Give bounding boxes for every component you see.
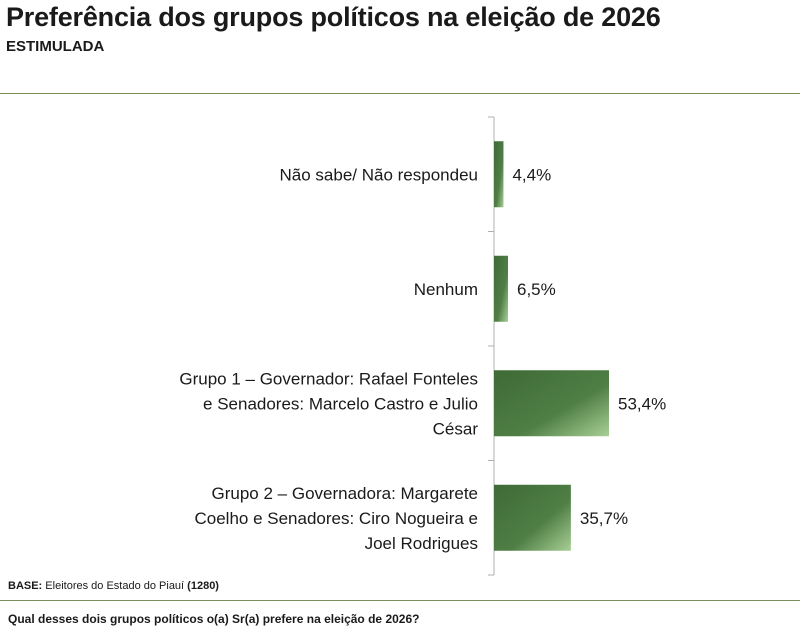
bar-3: [494, 370, 609, 437]
category-label-4-line-1: Grupo 2 – Governadora: Margarete: [212, 484, 478, 503]
header-divider: [0, 93, 800, 94]
base-note: BASE: Eleitores do Estado do Piauí (1280…: [8, 580, 219, 592]
bar-2: [494, 255, 508, 322]
chart-subtitle: ESTIMULADA: [6, 38, 105, 55]
category-label-1-line-1: Não sabe/ Não respondeu: [280, 165, 478, 184]
category-label-3-line-1: Grupo 1 – Governador: Rafael Fonteles: [179, 369, 478, 388]
survey-question: Qual desses dois grupos políticos o(a) S…: [8, 612, 420, 626]
bar-1: [494, 141, 504, 208]
category-label-3-line-3: César: [433, 419, 479, 438]
bar-4: [494, 484, 571, 551]
category-label-3-line-2: e Senadores: Marcelo Castro e Julio: [203, 394, 478, 413]
category-label-2-line-1: Nenhum: [414, 280, 478, 299]
value-label-2: 6,5%: [517, 280, 556, 299]
bar-chart: 4,4% Não sabe/ Não respondeu 6,5% Nenhum 53,…: [179, 116, 666, 576]
value-label-4: 35,7%: [580, 509, 628, 528]
base-text: Eleitores do Estado do Piauí: [45, 580, 185, 592]
base-count: (1280): [187, 580, 219, 592]
footer-divider: [0, 600, 800, 601]
category-label-4-line-3: Joel Rodrigues: [365, 534, 478, 553]
base-label: BASE:: [8, 580, 43, 592]
value-label-3: 53,4%: [618, 394, 666, 413]
value-label-1: 4,4%: [512, 165, 551, 184]
category-label-4-line-2: Coelho e Senadores: Ciro Nogueira e: [194, 509, 478, 528]
chart-title: Preferência dos grupos políticos na elei…: [6, 2, 661, 32]
